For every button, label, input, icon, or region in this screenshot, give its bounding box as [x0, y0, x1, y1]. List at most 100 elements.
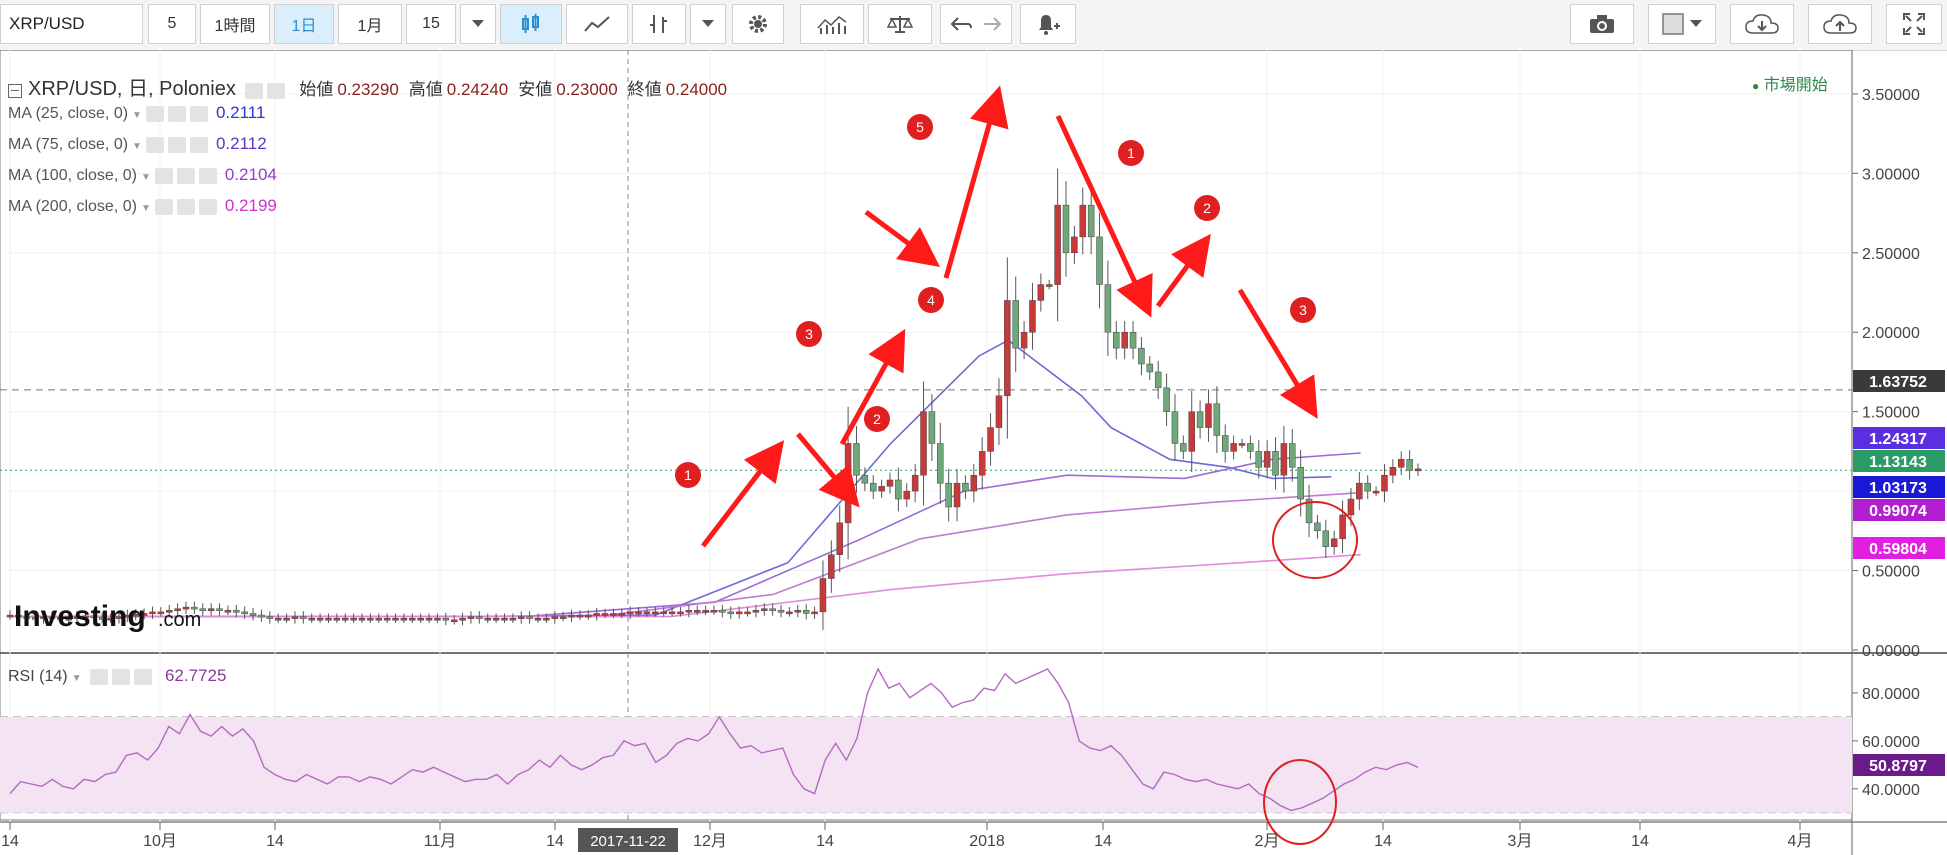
- candle: [392, 617, 399, 621]
- chart-type-dropdown-button[interactable]: [690, 4, 726, 44]
- interval-1m-button[interactable]: 1月: [338, 4, 402, 44]
- annotation-badge: [864, 406, 890, 432]
- candle: [1364, 482, 1371, 492]
- candle: [149, 611, 156, 615]
- candle: [702, 610, 709, 613]
- line-chart-button[interactable]: [566, 4, 628, 44]
- annotation-number: 1: [684, 467, 692, 483]
- candle: [828, 554, 835, 579]
- cloud-download-icon: [1745, 14, 1779, 34]
- candle-chart-button[interactable]: [500, 4, 562, 44]
- candle: [953, 482, 961, 508]
- settings-icon[interactable]: [266, 82, 285, 99]
- close-icon[interactable]: [189, 136, 208, 153]
- grid: [0, 50, 1947, 855]
- candle: [693, 610, 701, 613]
- compare-button[interactable]: [868, 4, 932, 44]
- settings-icon[interactable]: [112, 668, 131, 685]
- candle: [895, 479, 902, 500]
- candle: [601, 613, 609, 616]
- annotation-arrow: [839, 328, 906, 446]
- close-icon[interactable]: [189, 105, 208, 122]
- candle: [1087, 204, 1095, 238]
- symbol-input[interactable]: [0, 4, 143, 44]
- candle: [1180, 443, 1187, 452]
- camera-icon: [1590, 15, 1614, 33]
- price-label: 1.13143: [1869, 454, 1927, 471]
- settings-icon[interactable]: [167, 136, 186, 153]
- candle: [878, 486, 885, 492]
- candle: [1071, 236, 1078, 254]
- chevron-down-icon: [472, 20, 484, 27]
- candle: [1230, 443, 1237, 452]
- price-label-box: [1853, 370, 1945, 392]
- annotation-badge: [907, 114, 933, 140]
- settings-icon[interactable]: [167, 105, 186, 122]
- candle: [241, 611, 248, 615]
- study-label: MA (100, close, 0): [8, 167, 137, 184]
- layout-dropdown-button[interactable]: [1648, 4, 1716, 44]
- time-tick-label: 12月: [693, 833, 727, 850]
- annotation-arrow: [943, 85, 1009, 279]
- candle: [1372, 490, 1380, 494]
- visibility-icon[interactable]: [154, 198, 173, 215]
- close-icon[interactable]: [198, 198, 217, 215]
- visibility-icon[interactable]: [244, 82, 263, 99]
- alert-button[interactable]: [1020, 4, 1076, 44]
- settings-button[interactable]: [732, 4, 784, 44]
- study-label: MA (75, close, 0): [8, 136, 129, 153]
- investing-watermark: Investing .com: [14, 600, 201, 633]
- price-label: 1.24317: [1869, 431, 1927, 448]
- chart-title: XRP/USD, 日, Poloniex: [28, 78, 236, 100]
- chart-legend-main: XRP/USD, 日, Poloniex 始値 0.23290 高値 0.24240 安…: [8, 72, 727, 101]
- settings-icon[interactable]: [176, 167, 195, 184]
- close-icon[interactable]: [198, 167, 217, 184]
- ohlc-value: 0.24000: [665, 80, 728, 99]
- visibility-icon[interactable]: [90, 668, 109, 685]
- save-cloud-button[interactable]: [1808, 4, 1872, 44]
- close-icon[interactable]: [134, 668, 153, 685]
- visibility-icon[interactable]: [145, 105, 164, 122]
- price-label-box: [1853, 450, 1945, 472]
- screenshot-button[interactable]: [1570, 4, 1634, 44]
- candle: [761, 608, 768, 611]
- indicators-button[interactable]: [800, 4, 864, 44]
- candle: [57, 617, 64, 620]
- interval-15-button[interactable]: 15: [406, 4, 456, 44]
- study-legend-row: MA (25, close, 0) ▼ 0.2111: [8, 103, 266, 122]
- rsi-value: 62.7725: [164, 666, 227, 685]
- visibility-icon[interactable]: [154, 167, 173, 184]
- candle: [920, 411, 927, 476]
- rsi-series: [9, 667, 1419, 812]
- candle: [409, 617, 416, 621]
- candle: [1029, 300, 1036, 333]
- candle: [90, 615, 98, 619]
- rsi-tick-label: 60.0000: [1862, 734, 1920, 751]
- time-tick-label: 14: [1374, 833, 1392, 850]
- study-legend-row: MA (200, close, 0) ▼ 0.2199: [8, 196, 277, 215]
- scale-icon: [887, 16, 913, 33]
- annotation-number: 5: [916, 119, 924, 135]
- candle: [1146, 363, 1154, 373]
- rsi-current-label: 50.8797: [1869, 758, 1927, 775]
- candle: [1381, 474, 1388, 492]
- collapse-icon[interactable]: [8, 83, 22, 98]
- undo-icon[interactable]: [950, 15, 972, 33]
- load-cloud-button[interactable]: [1730, 4, 1794, 44]
- interval-1h-button[interactable]: 1時間: [200, 4, 270, 44]
- interval-1d-button[interactable]: 1日: [274, 4, 334, 44]
- interval-dropdown-button[interactable]: [460, 4, 496, 44]
- time-tick-label: 2018: [969, 833, 1005, 850]
- candle: [1247, 443, 1254, 452]
- fullscreen-button[interactable]: [1886, 4, 1942, 44]
- bar-chart-button[interactable]: [632, 4, 686, 44]
- annotation-badge: [918, 287, 944, 313]
- watermark-suffix: .com: [158, 609, 201, 631]
- visibility-icon[interactable]: [145, 136, 164, 153]
- interval-5-button[interactable]: 5: [148, 4, 196, 44]
- candle: [970, 474, 978, 492]
- redo-icon[interactable]: [980, 15, 1002, 33]
- settings-icon[interactable]: [176, 198, 195, 215]
- candle: [928, 411, 936, 444]
